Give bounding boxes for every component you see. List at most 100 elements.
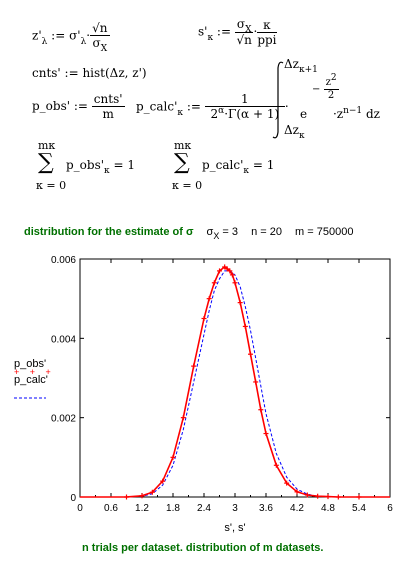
obs-point [237,300,243,306]
obs-point [242,323,248,329]
x-tick-label: 6 [387,503,393,514]
cnts-text: cnts' := hist(Δz, z') [32,66,147,80]
pcalc-sub: κ [177,107,184,118]
x-tick-label: 1.2 [135,503,149,514]
sk-fraction-1: σX √n [234,17,254,47]
sum2-sigma: ∑ [174,150,190,175]
int-z-sup: n−1 [343,106,363,116]
sum1-sigma: ∑ [38,150,54,175]
x-tick-label: 4.2 [290,503,304,514]
sk-num2: κ [257,19,277,33]
x-tick-label: 0.6 [104,503,118,514]
sum-p-calc: mκ ∑ p_calc'κ = 1 κ = 0 [172,140,332,200]
obs-point [124,494,129,500]
legend-calc-marker [14,397,46,399]
pcalc-den-rest: ·Γ(α + 1) [224,107,280,121]
sum2-bottom: κ = 0 [172,179,203,192]
obs-point [325,494,331,500]
sum2-sub: κ [243,166,250,176]
int-upper-sub: κ+1 [299,65,318,75]
obs-point [335,494,341,500]
int-lower: Δz [284,123,299,137]
pobs-lhs: p_obs' := [32,99,88,113]
y-tick-label: 0.002 [51,414,76,425]
sum2-eq: = 1 [249,158,275,172]
zl-sub: λ [41,36,48,47]
pobs-fraction: cnts' m [91,92,125,121]
x-tick-label: 4.8 [321,503,335,514]
zl-fraction: √n σX [90,22,110,54]
obs-point [217,268,222,274]
y-tick-label: 0 [70,493,76,504]
x-tick-label: 0 [77,503,83,514]
sum1-bottom: κ = 0 [36,179,67,192]
caption-bottom: n trials per dataset. distribution of m … [82,542,324,554]
caption-sigma-sub: X [213,231,220,241]
integral-upper-limit: Δzκ+1 [284,58,318,75]
sk-fraction-2: κ ppi [257,19,277,46]
sk-sub: κ [207,32,214,43]
y-tick-labels: 0 0.002 0.004 0.006 [51,255,76,504]
obs-point [304,492,310,498]
obs-point [139,493,145,499]
int-dz: dz [365,107,380,121]
legend-obs-marker: + + + [14,367,55,377]
legend: p_obs' + + + p_calc' [14,358,74,405]
plot-border [79,258,391,498]
y-tick-label: 0.006 [51,255,76,266]
integral-sign [272,61,284,139]
x-tick-label: 1.8 [166,503,180,514]
sk-den: √n [236,33,252,47]
obs-point [222,264,228,270]
caption-top-text: distribution for the estimate of σ [24,226,194,238]
legend-obs-label: p_obs' [14,358,47,370]
obs-point [201,316,207,321]
sum2-top: mκ [174,139,192,152]
x-axis-label: s', s' [224,522,245,534]
sk-assign: := [216,24,232,39]
caption-sigma: σX = 3 [206,226,239,241]
caption-sigma-label: σ [206,226,214,238]
int-lower-sub: κ [299,131,305,141]
pobs-den: m [102,107,114,121]
pcalc-fraction: 1 2α·Γ(α + 1) [204,93,285,121]
obs-point [206,296,212,302]
obs-line [80,265,390,498]
obs-point [315,493,321,499]
x-tick-label: 2.4 [197,503,211,514]
x-tick-label: 3 [232,503,238,514]
distribution-chart: 0 0.002 0.004 0.006 0 0.6 1.2 1.8 2.4 3 3.6 4.2 4.8… [51,255,393,534]
series-p-obs [80,264,390,500]
integral-body: e ·zn−1 dz [300,106,380,121]
sk-num: σ [236,17,246,31]
obs-point [232,280,238,286]
zl-den-sub: X [100,44,108,54]
chart-frame [79,258,391,498]
pobs-num: cnts' [91,92,125,107]
caption-sigma-val: = 3 [219,226,239,238]
pcalc-num: 1 [204,93,285,107]
pcalc-den: 2 [210,107,219,121]
sk-lhs: s' [198,24,208,39]
equation-s-kappa: s'κ := σX √n · κ ppi [198,17,277,47]
int-exp-num: z [325,77,331,88]
obs-point [170,454,176,460]
caption-top: distribution for the estimate of σ σX = … [24,226,353,241]
int-exp-fraction: z2 2 [323,74,339,101]
obs-point [258,407,264,413]
obs-point [284,480,290,486]
sum-p-obs: mκ ∑ p_obs'κ = 1 κ = 0 [36,140,186,200]
sum2-body-wrap: p_calc'κ = 1 [202,158,275,176]
x-tick-label: 3.6 [259,503,273,514]
zl-lhs: z' [32,28,42,43]
obs-point [149,489,155,495]
integral-exponent: − z2 2 [312,74,339,101]
zl-sub2: λ [80,36,87,47]
sum1-top: mκ [38,139,56,152]
x-tick-label: 5.4 [352,503,366,514]
zl-den: σ [92,36,101,50]
sum1-eq: = 1 [109,158,135,172]
integral-lower-limit: Δzκ [284,123,305,141]
caption-n: n = 20 [251,226,282,238]
obs-point [294,489,300,495]
